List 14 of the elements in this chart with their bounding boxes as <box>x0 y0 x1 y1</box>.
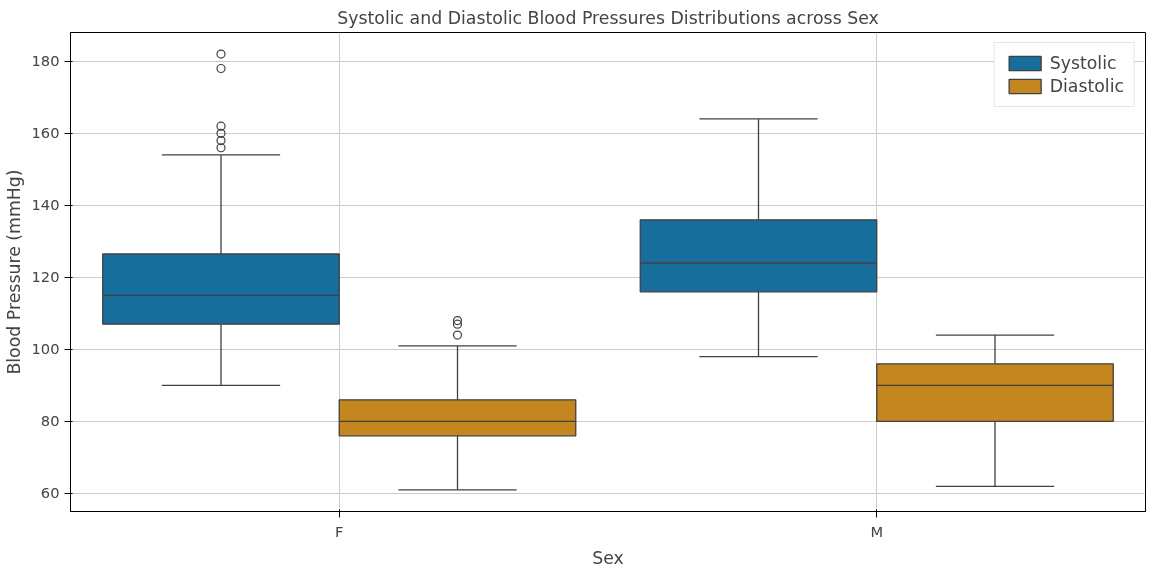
y-tick-label: 60 <box>40 484 60 502</box>
y-tick-label: 120 <box>31 268 60 286</box>
y-tick-label: 180 <box>31 52 60 70</box>
y-tick-label: 100 <box>31 340 60 358</box>
legend-label: Systolic <box>1049 53 1117 73</box>
x-axis-title: Sex <box>592 547 624 568</box>
chart-title: Systolic and Diastolic Blood Pressures Distributions across Sex <box>337 7 879 28</box>
y-tick-label: 160 <box>31 124 60 142</box>
legend-label: Diastolic <box>1049 76 1124 96</box>
x-tick-label: M <box>870 522 884 540</box>
y-axis-title: Blood Pressure (mmHg) <box>3 169 24 375</box>
x-tick-label: F <box>335 522 344 540</box>
y-tick-label: 80 <box>40 412 60 430</box>
y-tick-label: 140 <box>31 196 60 214</box>
